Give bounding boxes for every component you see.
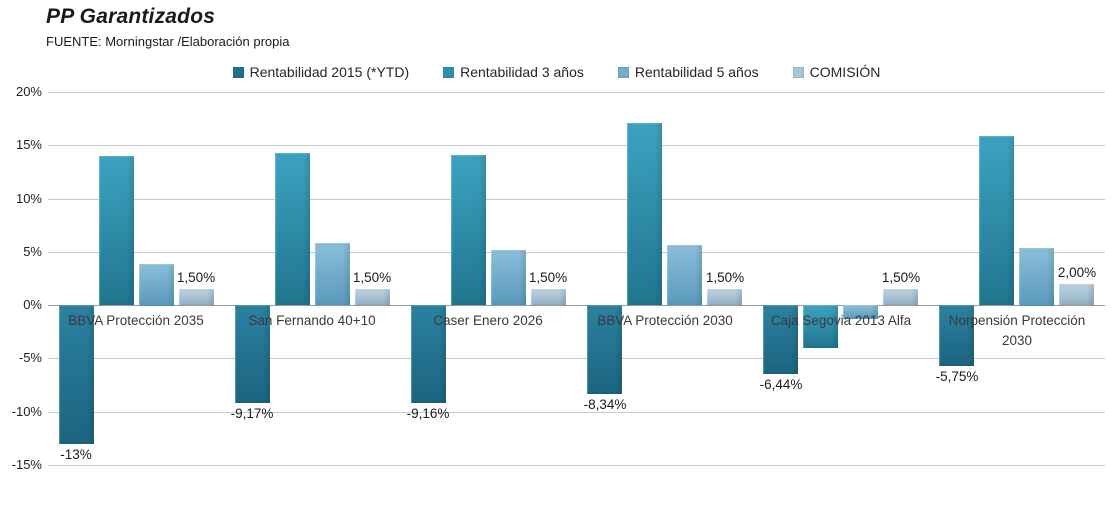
grid-line: [48, 465, 1105, 466]
bar-rentabilidad-2015-ytd-norpension-proteccion-2030: [939, 305, 974, 366]
data-label-rentabilidad-2015-ytd-san-fernando-40-10: -9,17%: [230, 406, 274, 421]
bar-rentabilidad-5-anos-san-fernando-40-10: [315, 243, 350, 305]
legend-item-rentabilidad-2015-ytd: Rentabilidad 2015 (*YTD): [232, 64, 410, 80]
grid-line: [48, 358, 1105, 359]
data-label-rentabilidad-2015-ytd-norpension-proteccion-2030: -5,75%: [935, 369, 979, 384]
bar-rentabilidad-2015-ytd-bbva-proteccion-2030: [587, 305, 622, 394]
bar-comision-bbva-proteccion-2030: [707, 289, 742, 305]
data-label-rentabilidad-2015-ytd-caja-segovia-2013-alfa: -6,44%: [759, 377, 803, 392]
grid-line: [48, 145, 1105, 146]
bar-rentabilidad-2015-ytd-caja-segovia-2013-alfa: [763, 305, 798, 374]
category-label-bbva-proteccion-2035: BBVA Protección 2035: [68, 313, 204, 328]
bar-comision-caja-segovia-2013-alfa: [883, 289, 918, 305]
legend-swatch-icon: [617, 66, 629, 78]
bar-comision-norpension-proteccion-2030: [1059, 284, 1094, 305]
category-label-bbva-proteccion-2030: BBVA Protección 2030: [597, 313, 733, 328]
grid-line: [48, 92, 1105, 93]
chart-source: FUENTE: Morningstar /Elaboración propia: [46, 34, 290, 49]
legend-item-rentabilidad-3-anos: Rentabilidad 3 años: [443, 64, 584, 80]
chart-title: PP Garantizados: [46, 5, 216, 28]
chart-legend: Rentabilidad 2015 (*YTD) Rentabilidad 3 a…: [0, 64, 1113, 80]
bar-rentabilidad-2015-ytd-caser-enero-2026: [411, 305, 446, 403]
grid-line: [48, 252, 1105, 253]
data-label-comision-bbva-proteccion-2030: 1,50%: [705, 270, 745, 285]
y-axis-tick-label: 15%: [15, 137, 42, 152]
legend-swatch-icon: [232, 66, 244, 78]
y-axis-tick-label: 20%: [15, 84, 42, 99]
bar-comision-san-fernando-40-10: [355, 289, 390, 305]
data-label-rentabilidad-2015-ytd-bbva-proteccion-2035: -13%: [60, 447, 92, 462]
legend-label: Rentabilidad 5 años: [634, 64, 759, 80]
category-label-caja-segovia-2013-alfa: Caja Segovia 2013 Alfa: [770, 313, 912, 328]
bar-rentabilidad-3-anos-caser-enero-2026: [451, 155, 486, 305]
y-axis-tick-label: -10%: [11, 404, 42, 419]
data-label-comision-san-fernando-40-10: 1,50%: [352, 270, 392, 285]
category-label-caser-enero-2026: Caser Enero 2026: [433, 313, 543, 328]
bar-rentabilidad-2015-ytd-san-fernando-40-10: [235, 305, 270, 403]
legend-item-rentabilidad-5-anos: Rentabilidad 5 años: [617, 64, 759, 80]
data-label-rentabilidad-2015-ytd-caser-enero-2026: -9,16%: [406, 406, 450, 421]
y-axis-tick-label: -15%: [11, 457, 42, 472]
data-label-comision-bbva-proteccion-2035: 1,50%: [176, 270, 216, 285]
bar-rentabilidad-5-anos-caser-enero-2026: [491, 250, 526, 305]
y-axis-tick-label: 10%: [15, 191, 42, 206]
bar-rentabilidad-3-anos-caja-segovia-2013-alfa: [803, 305, 838, 348]
bar-rentabilidad-5-anos-bbva-proteccion-2035: [139, 264, 174, 306]
grid-line: [48, 199, 1105, 200]
bar-comision-caser-enero-2026: [531, 289, 566, 305]
data-label-comision-caser-enero-2026: 1,50%: [528, 270, 568, 285]
grid-line: [48, 412, 1105, 413]
bar-rentabilidad-5-anos-norpension-proteccion-2030: [1019, 248, 1054, 306]
bar-rentabilidad-3-anos-san-fernando-40-10: [275, 153, 310, 305]
category-label-san-fernando-40-10: San Fernando 40+10: [248, 313, 376, 328]
legend-label: Rentabilidad 3 años: [460, 64, 584, 80]
data-label-rentabilidad-2015-ytd-bbva-proteccion-2030: -8,34%: [583, 397, 627, 412]
zero-axis-line: [48, 305, 1105, 306]
y-axis-tick-label: -5%: [18, 350, 42, 365]
y-axis-tick-label: 5%: [23, 244, 42, 259]
legend-label: Rentabilidad 2015 (*YTD): [249, 64, 410, 80]
bar-rentabilidad-3-anos-norpension-proteccion-2030: [979, 136, 1014, 305]
y-axis-tick-label: 0%: [23, 297, 42, 312]
bar-comision-bbva-proteccion-2035: [179, 289, 214, 305]
bar-rentabilidad-3-anos-bbva-proteccion-2035: [99, 156, 134, 305]
legend-swatch-icon: [443, 66, 455, 78]
bar-rentabilidad-2015-ytd-bbva-proteccion-2035: [59, 305, 94, 444]
data-label-comision-norpension-proteccion-2030: 2,00%: [1057, 265, 1097, 280]
legend-label: COMISIÓN: [809, 64, 881, 80]
bar-rentabilidad-5-anos-caja-segovia-2013-alfa: [843, 305, 878, 319]
bar-rentabilidad-5-anos-bbva-proteccion-2030: [667, 245, 702, 305]
legend-item-comision: COMISIÓN: [792, 64, 881, 80]
data-label-comision-caja-segovia-2013-alfa: 1,50%: [881, 270, 921, 285]
category-label-norpension-proteccion-2030: Norpensión Protección 2030: [948, 313, 1086, 348]
legend-swatch-icon: [792, 66, 804, 78]
bar-rentabilidad-3-anos-bbva-proteccion-2030: [627, 123, 662, 305]
